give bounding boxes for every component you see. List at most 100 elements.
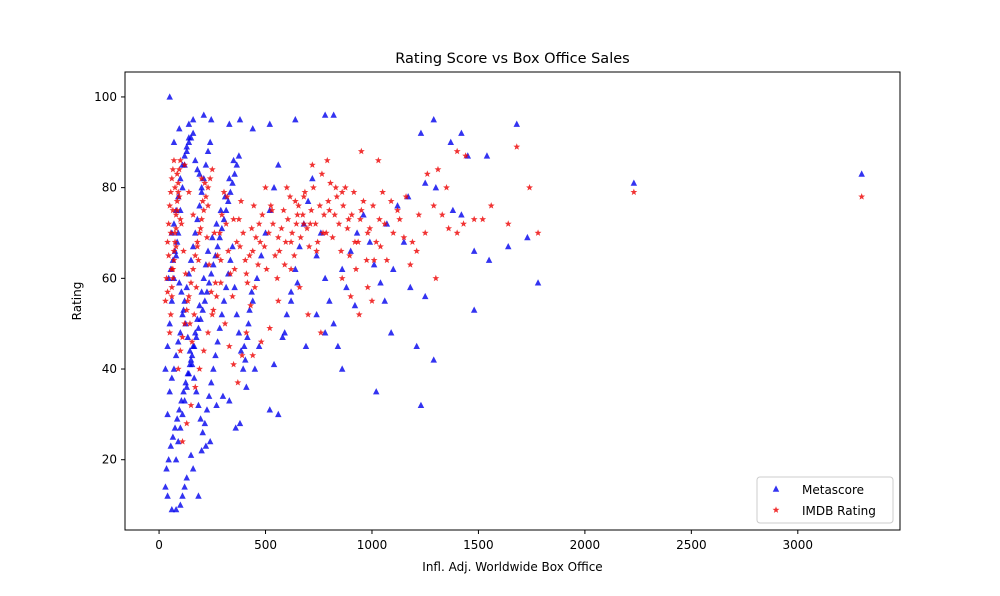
data-point-metascore [229, 242, 236, 250]
data-point-metascore [275, 410, 282, 418]
data-point-metascore [174, 437, 182, 445]
data-point-metascore [177, 329, 184, 336]
data-point-metascore [330, 111, 337, 118]
data-point-metascore [179, 184, 186, 191]
data-point-metascore [203, 288, 211, 295]
data-point-imdb-rating [164, 288, 172, 295]
data-point-imdb-rating [204, 184, 212, 191]
data-point-metascore [227, 256, 234, 263]
data-point-imdb-rating [165, 220, 173, 227]
x-tick-label: 1000 [357, 538, 388, 552]
data-point-imdb-rating [360, 197, 367, 205]
data-point-imdb-rating [372, 238, 380, 245]
data-point-imdb-rating [172, 224, 180, 232]
data-point-imdb-rating [251, 283, 259, 291]
data-point-imdb-rating [307, 206, 315, 214]
data-point-metascore [387, 329, 395, 336]
data-point-imdb-rating [229, 292, 236, 300]
data-point-metascore [287, 297, 295, 304]
data-point-metascore [244, 333, 251, 340]
data-point-imdb-rating [316, 202, 324, 209]
data-point-metascore [183, 143, 190, 150]
data-point-imdb-rating [208, 165, 216, 173]
data-point-imdb-rating [281, 261, 289, 268]
data-point-metascore [255, 342, 263, 350]
data-point-metascore [321, 274, 329, 282]
series-layer [162, 93, 866, 513]
data-point-metascore [235, 329, 243, 336]
data-point-imdb-rating [170, 156, 178, 164]
data-point-imdb-rating [306, 220, 314, 227]
data-point-imdb-rating [255, 220, 263, 227]
data-point-imdb-rating [171, 184, 179, 191]
data-point-metascore [214, 338, 221, 345]
data-point-metascore [195, 324, 202, 331]
data-point-metascore [239, 365, 247, 372]
data-point-metascore [168, 374, 176, 381]
data-point-imdb-rating [248, 224, 256, 232]
data-point-metascore [222, 283, 230, 291]
data-point-imdb-rating [209, 306, 217, 313]
data-point-imdb-rating [308, 161, 316, 168]
data-point-imdb-rating [192, 283, 200, 291]
data-point-imdb-rating [163, 274, 170, 282]
data-point-metascore [207, 270, 215, 277]
data-point-metascore [190, 374, 198, 381]
data-point-imdb-rating [323, 156, 331, 164]
data-point-imdb-rating [266, 324, 274, 332]
y-tick-label: 80 [102, 181, 117, 195]
data-point-metascore [198, 188, 205, 195]
data-point-imdb-rating [185, 292, 193, 300]
data-point-imdb-rating [263, 265, 271, 273]
data-point-imdb-rating [254, 261, 262, 268]
data-point-imdb-rating [206, 174, 214, 182]
data-point-imdb-rating [858, 193, 866, 200]
data-point-imdb-rating [204, 329, 212, 336]
data-point-metascore [184, 333, 192, 340]
data-point-metascore [302, 342, 310, 350]
data-point-metascore [164, 342, 171, 350]
data-point-imdb-rating [363, 256, 371, 264]
data-point-imdb-rating [226, 270, 234, 277]
data-point-imdb-rating [236, 242, 244, 250]
data-point-imdb-rating [295, 202, 302, 209]
data-point-imdb-rating [187, 401, 195, 409]
data-point-metascore [204, 247, 212, 254]
data-point-imdb-rating [167, 188, 175, 196]
data-point-metascore [275, 161, 282, 168]
data-point-imdb-rating [205, 261, 213, 268]
data-point-metascore [168, 505, 176, 513]
x-tick-label: 0 [155, 538, 163, 552]
data-point-imdb-rating [350, 188, 358, 196]
data-point-metascore [176, 125, 183, 132]
data-point-imdb-rating [352, 265, 360, 273]
data-point-metascore [253, 274, 261, 282]
legend-box [756, 476, 894, 524]
data-point-metascore [377, 279, 384, 286]
data-point-metascore [351, 301, 359, 309]
data-point-metascore [198, 288, 205, 295]
data-point-imdb-rating [223, 193, 231, 200]
data-point-metascore [353, 229, 361, 236]
data-point-imdb-rating [322, 229, 330, 236]
data-point-metascore [196, 170, 203, 177]
data-point-imdb-rating [217, 256, 225, 264]
data-point-imdb-rating [181, 161, 189, 168]
data-point-metascore [524, 233, 531, 241]
data-point-metascore [199, 428, 206, 436]
data-point-metascore [197, 415, 204, 422]
data-point-metascore [170, 138, 178, 145]
data-point-imdb-rating [179, 333, 186, 341]
data-point-imdb-rating [271, 252, 279, 259]
data-point-metascore [170, 220, 178, 227]
data-point-imdb-rating [244, 279, 251, 286]
data-point-metascore [219, 392, 227, 399]
data-point-metascore [421, 292, 429, 300]
data-point-metascore [447, 138, 454, 145]
data-point-metascore [270, 184, 278, 191]
y-axis-title: Rating [70, 282, 84, 321]
data-point-metascore [198, 184, 205, 191]
data-point-metascore [172, 456, 180, 463]
data-point-imdb-rating [262, 184, 269, 191]
data-point-imdb-rating [191, 252, 199, 259]
